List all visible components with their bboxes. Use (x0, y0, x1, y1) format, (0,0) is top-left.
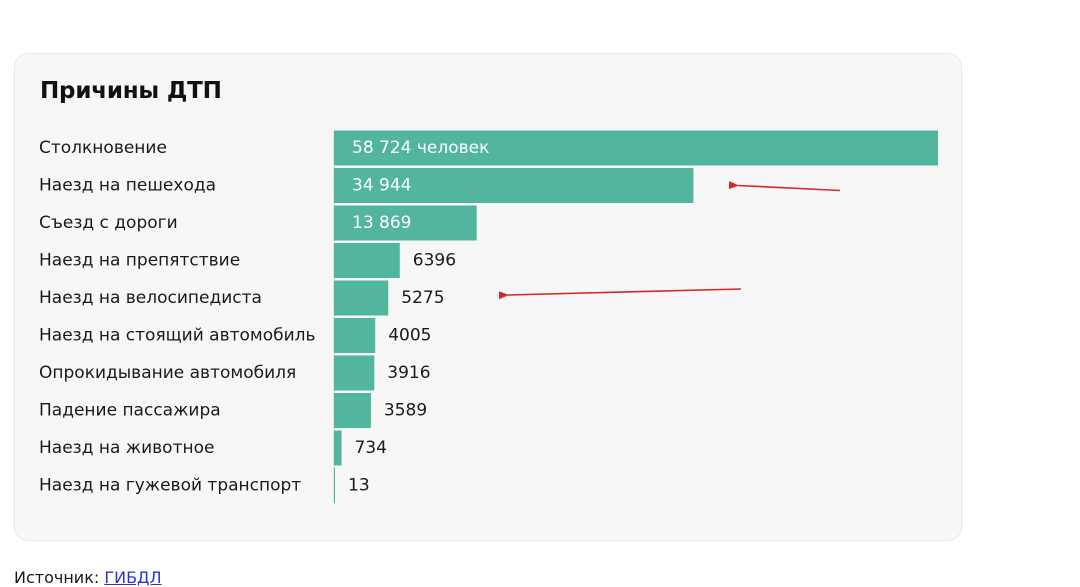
category-label: Наезд на гужевой транспорт (39, 476, 301, 496)
category-label: Опрокидывание автомобиля (39, 363, 296, 383)
source-link[interactable]: ГИБДЛ (104, 568, 162, 587)
category-label: Наезд на велосипедиста (39, 288, 262, 308)
source-line: Источник: ГИБДЛ (14, 568, 162, 587)
bar (334, 168, 694, 203)
category-label: Наезд на стоящий автомобиль (39, 326, 316, 346)
value-label: 4005 (388, 326, 431, 346)
value-label: 3589 (384, 401, 427, 421)
bar (334, 205, 477, 241)
annotation-arrow (498, 288, 742, 300)
chart-title: Причины ДТП (40, 78, 222, 104)
value-label: 34 944 (352, 176, 411, 196)
value-label: 734 (355, 438, 387, 458)
category-label: Наезд на животное (39, 438, 214, 458)
value-label: 13 (348, 476, 370, 496)
value-label: 6396 (413, 251, 456, 271)
value-label: 13 869 (352, 213, 411, 233)
value-label: 58 724 человек (352, 138, 489, 158)
category-label: Съезд с дороги (39, 213, 178, 233)
source-prefix: Источник: (14, 568, 100, 587)
category-label: Наезд на пешехода (39, 176, 216, 196)
bar (334, 430, 342, 466)
value-label: 5275 (401, 288, 444, 308)
bar (334, 280, 389, 316)
category-label: Столкновение (39, 138, 167, 158)
annotation-arrow (728, 181, 841, 192)
category-label: Наезд на препятствие (39, 251, 240, 271)
bar (334, 243, 400, 278)
bar (334, 393, 371, 428)
category-label: Падение пассажира (39, 401, 221, 421)
bar-chart: Столкновение 58 724 человек Наезд на пешех… (39, 130, 938, 503)
bar (334, 355, 375, 391)
bar (334, 130, 938, 166)
bar (334, 468, 335, 503)
bar (334, 318, 376, 353)
value-label: 3916 (387, 363, 430, 383)
